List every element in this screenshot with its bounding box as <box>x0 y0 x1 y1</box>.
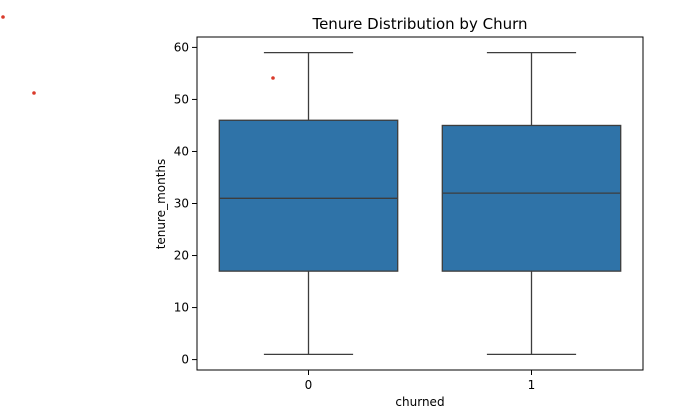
x-tick-label: 1 <box>528 378 536 392</box>
y-tick-label: 50 <box>174 92 189 106</box>
y-tick-label: 0 <box>181 353 189 367</box>
stray-point <box>1 15 5 19</box>
boxes-layer <box>218 51 622 356</box>
y-tick-label: 30 <box>174 197 189 211</box>
x-axis-label: churned <box>395 395 444 409</box>
box-1 <box>441 51 622 356</box>
y-tick-label: 60 <box>174 40 189 54</box>
chart-title: Tenure Distribution by Churn <box>311 15 527 33</box>
y-tick-label: 10 <box>174 301 189 315</box>
stray-point <box>271 76 275 80</box>
stray-points-layer <box>1 15 275 95</box>
box-0 <box>218 51 399 356</box>
x-tick-label: 0 <box>305 378 313 392</box>
stray-point <box>32 91 36 95</box>
y-tick-label: 20 <box>174 249 189 263</box>
y-axis: 0 10 20 30 40 50 60 <box>174 40 197 367</box>
iqr-box <box>441 124 622 272</box>
iqr-box <box>218 119 399 272</box>
y-axis-label: tenure_months <box>154 159 168 250</box>
y-tick-label: 40 <box>174 144 189 158</box>
